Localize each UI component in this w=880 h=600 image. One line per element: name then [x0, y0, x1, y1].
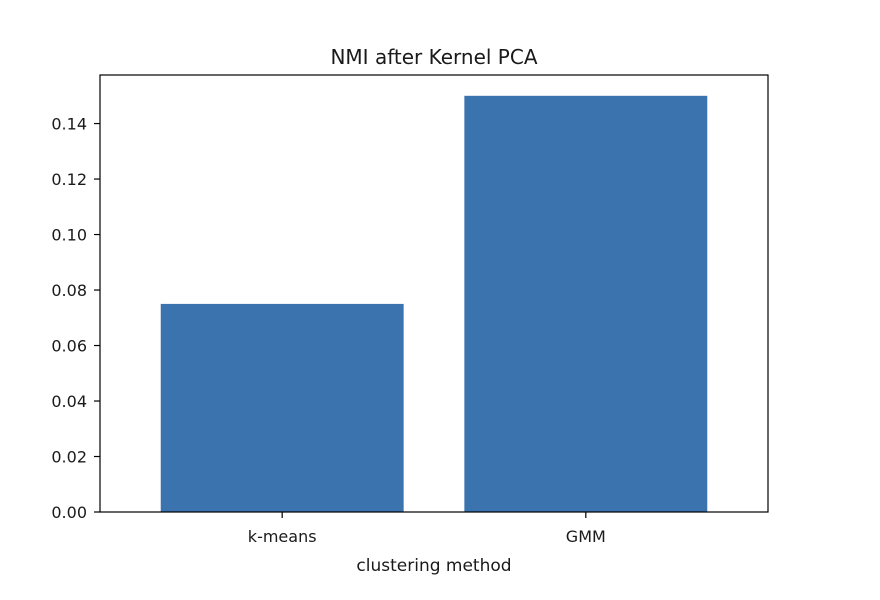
y-tick-label: 0.14 [51, 115, 87, 134]
bar-k-means [160, 303, 404, 512]
y-tick-label: 0.04 [51, 392, 87, 411]
y-tick-label: 0.10 [51, 226, 87, 245]
y-tick-label: 0.06 [51, 337, 87, 356]
bars-layer [160, 95, 708, 512]
bar-gmm [464, 95, 708, 512]
plot-frame [99, 74, 769, 513]
x-tick-label: GMM [566, 527, 606, 546]
y-tick-label: 0.08 [51, 281, 87, 300]
chart-title: NMI after Kernel PCA [330, 45, 537, 69]
y-tick-label: 0.02 [51, 448, 87, 467]
y-axis: 0.00 0.02 0.04 0.06 0.08 0.10 0.12 0.14 [51, 115, 100, 522]
y-tick-label: 0.00 [51, 503, 87, 522]
x-tick-label: k-means [248, 527, 317, 546]
x-axis: k-means GMM [248, 512, 606, 546]
y-tick-label: 0.12 [51, 170, 87, 189]
x-axis-label: clustering method [356, 556, 511, 576]
